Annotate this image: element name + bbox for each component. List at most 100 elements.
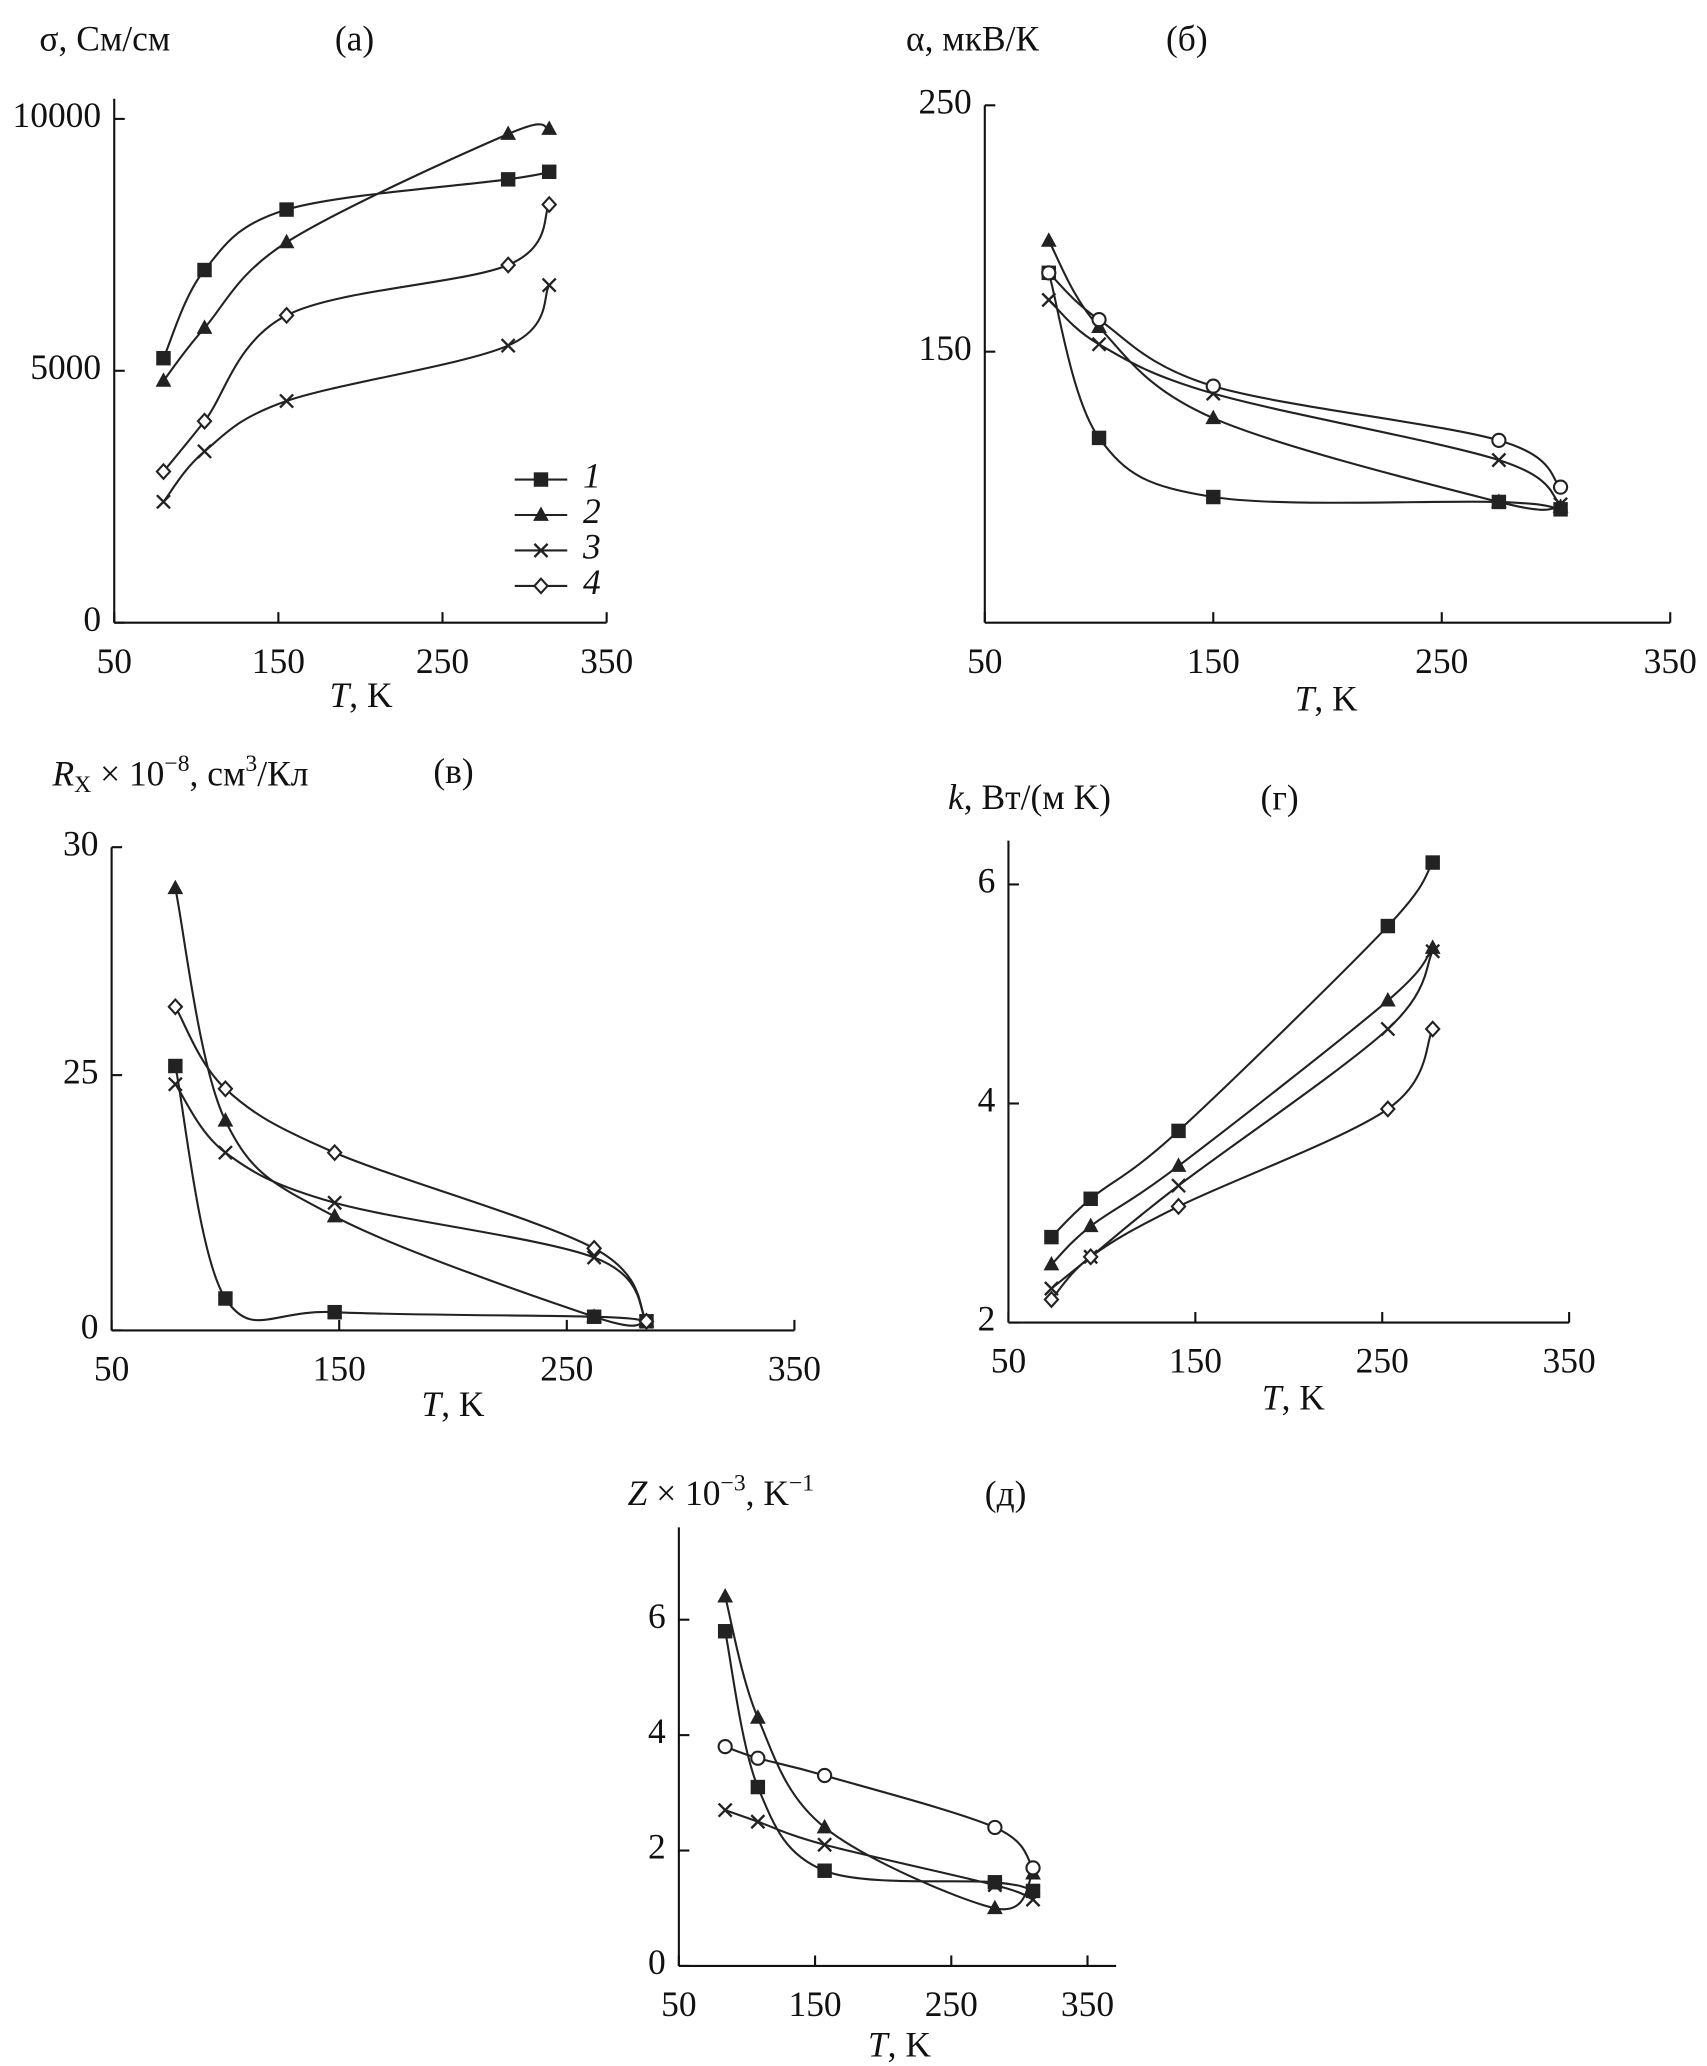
legend-marker	[533, 506, 549, 521]
marker	[156, 350, 171, 366]
x-tick-label: 150	[313, 1349, 366, 1389]
marker	[156, 494, 171, 510]
marker	[167, 997, 184, 1016]
series-line	[1047, 240, 1561, 511]
label-part: k	[948, 777, 965, 817]
label-part: , K	[746, 1473, 790, 1513]
marker	[218, 1291, 233, 1306]
marker	[155, 462, 172, 481]
label-part: T	[421, 1384, 443, 1424]
marker	[1380, 918, 1396, 934]
marker	[1041, 292, 1057, 308]
panel-title: (а)	[335, 18, 374, 58]
marker	[1491, 452, 1507, 468]
x-tick-label: 150	[252, 641, 305, 681]
x-tick-label: 350	[1543, 1341, 1596, 1381]
marker	[1171, 1123, 1186, 1139]
label-part: −3	[721, 1471, 746, 1497]
label-part: × 10	[647, 1473, 720, 1513]
label-part: , K	[888, 2025, 932, 2065]
x-tick-label: 50	[991, 1341, 1026, 1381]
series-line	[174, 1065, 647, 1323]
marker	[1379, 1100, 1396, 1118]
marker	[167, 879, 184, 895]
axis-label: T, K	[868, 2025, 931, 2065]
marker	[541, 164, 557, 180]
legend-label: 3	[582, 527, 601, 567]
x-tick-label: 350	[1644, 641, 1697, 681]
marker	[717, 1624, 733, 1639]
x-tick-label: 250	[1415, 641, 1468, 681]
series-line	[724, 1809, 1034, 1901]
marker	[1091, 336, 1107, 352]
marker	[1091, 312, 1107, 328]
axis-label: T, K	[330, 675, 393, 715]
marker	[1025, 1860, 1041, 1876]
x-tick-label: 150	[1187, 641, 1240, 681]
marker	[1170, 1157, 1187, 1172]
label-part: −1	[789, 1471, 814, 1497]
x-tick-label: 150	[788, 1984, 841, 2024]
label-part: , см	[190, 754, 246, 794]
y-tick-label: 250	[919, 81, 972, 121]
marker	[278, 233, 295, 249]
series-line	[162, 123, 550, 382]
marker	[1379, 992, 1396, 1007]
x-tick-label: 50	[94, 1349, 129, 1389]
series-line	[162, 284, 551, 503]
legend-marker	[533, 543, 549, 558]
marker	[326, 1207, 343, 1223]
y-tick-label: 150	[919, 328, 972, 368]
marker	[500, 256, 517, 274]
legend-marker	[533, 577, 549, 595]
marker	[586, 1239, 603, 1258]
series-line	[174, 1006, 648, 1322]
marker	[218, 1145, 233, 1161]
legend-label: 2	[583, 491, 601, 531]
series-line	[724, 1745, 1034, 1869]
axis-label: T, K	[1295, 679, 1358, 719]
marker	[1424, 1020, 1441, 1038]
marker	[1425, 855, 1440, 870]
marker	[1083, 1191, 1098, 1206]
label-part: T	[330, 675, 352, 715]
marker	[717, 1802, 733, 1818]
marker	[541, 120, 558, 135]
marker	[278, 306, 295, 325]
label-part: α, мкВ/К	[906, 18, 1039, 58]
series-line	[162, 170, 550, 359]
marker	[1041, 265, 1057, 281]
marker	[586, 1250, 602, 1265]
marker	[217, 1080, 234, 1098]
panel: 150 250 50 150 250 350 (б) α, мкВ/К T, K	[906, 18, 1697, 718]
panel: 2 4 6 50 150 250 350 (г) k, Вт/(м K) T, K	[948, 777, 1596, 1417]
marker	[327, 1195, 343, 1211]
series-line	[174, 1083, 648, 1322]
axis-label: α, мкВ/К	[906, 18, 1039, 58]
marker	[717, 1739, 733, 1755]
marker	[750, 1814, 766, 1830]
marker	[1082, 1217, 1099, 1233]
marker	[1091, 430, 1107, 446]
x-tick-label: 50	[661, 1984, 696, 2024]
marker	[749, 1709, 766, 1724]
marker	[279, 393, 294, 409]
marker	[197, 262, 212, 278]
x-tick-label: 150	[1169, 1341, 1222, 1381]
marker	[500, 172, 516, 187]
series-line	[1050, 947, 1434, 1266]
marker	[500, 125, 517, 140]
panel-title: (б)	[1166, 18, 1208, 58]
label-part: T	[868, 2025, 890, 2065]
marker	[1491, 432, 1507, 448]
panel-title: (г)	[1261, 777, 1299, 817]
series-line	[1050, 861, 1434, 1238]
axis-label: k, Вт/(м K)	[948, 777, 1111, 817]
marker	[1380, 1021, 1396, 1037]
marker	[541, 277, 557, 293]
marker	[155, 372, 172, 387]
x-tick-label: 250	[416, 641, 469, 681]
label-part: × 10	[91, 754, 164, 794]
